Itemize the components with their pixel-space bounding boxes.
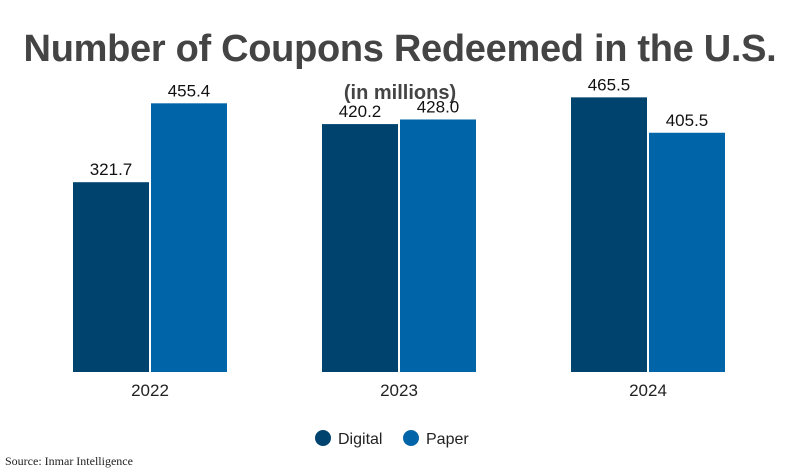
value-label-paper-2024: 405.5 bbox=[666, 111, 709, 130]
legend-label-digital: Digital bbox=[338, 431, 382, 448]
value-label-digital-2022: 321.7 bbox=[90, 160, 133, 179]
bar-digital-2022 bbox=[73, 182, 149, 372]
bar-paper-2023 bbox=[400, 119, 476, 372]
bar-paper-2024 bbox=[649, 132, 725, 372]
value-label-digital-2024: 465.5 bbox=[588, 75, 631, 94]
chart-subtitle: (in millions) bbox=[343, 82, 457, 104]
bar-paper-2022 bbox=[151, 103, 227, 373]
bar-digital-2024 bbox=[571, 97, 647, 372]
source-note: Source: Inmar Intelligence bbox=[5, 454, 133, 468]
legend-swatch-paper bbox=[403, 430, 419, 446]
value-labels-layer: 321.7 455.4 420.2 428.0 465.5 405.5 bbox=[90, 75, 709, 179]
value-label-paper-2022: 455.4 bbox=[168, 81, 211, 100]
category-label-2023: 2023 bbox=[380, 381, 418, 400]
category-label-2024: 2024 bbox=[629, 381, 667, 400]
chart-title: Number of Coupons Redeemed in the U.S. bbox=[23, 28, 777, 70]
value-label-digital-2023: 420.2 bbox=[339, 102, 382, 121]
bars-layer bbox=[73, 97, 725, 373]
legend: Digital Paper bbox=[315, 430, 469, 448]
bar-digital-2023 bbox=[322, 124, 398, 372]
legend-label-paper: Paper bbox=[426, 431, 469, 448]
legend-swatch-digital bbox=[315, 430, 331, 446]
category-labels-layer: 2022 2023 2024 bbox=[131, 381, 667, 400]
category-label-2022: 2022 bbox=[131, 381, 169, 400]
value-label-paper-2023: 428.0 bbox=[417, 97, 460, 116]
